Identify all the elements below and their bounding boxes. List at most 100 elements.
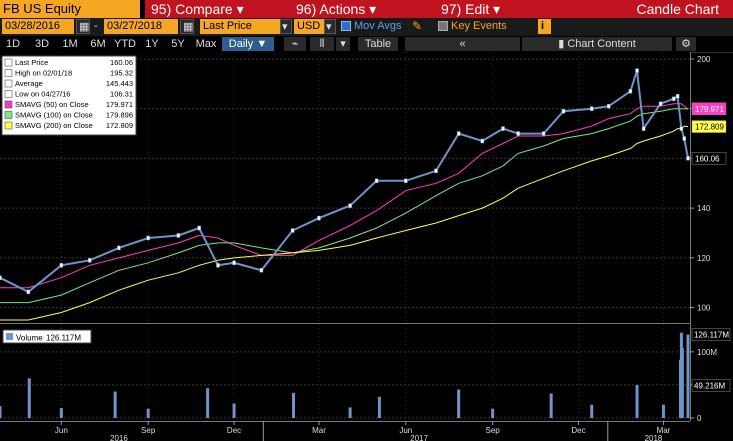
x-axis-ticks: Jun Sep Dec Mar Jun Sep Dec Mar 2016 2017 2018 [55,421,671,441]
legend-swatch [4,69,13,77]
legend-label: Last Price [15,58,48,67]
field-select[interactable]: Last Price [200,19,280,34]
price-tag-label: 160.06 [695,154,720,163]
volume-bar [146,408,150,418]
volume-bar [457,389,461,418]
mov-avgs-checkbox[interactable] [341,21,351,31]
x-tick-label: Mar [312,426,326,435]
end-date-field[interactable]: 03/27/2018 [104,19,178,34]
volume-tag [691,328,731,341]
start-date-field[interactable]: 03/28/2016 [2,19,74,34]
frequency-label: Daily [228,38,254,50]
period-button-ytd[interactable]: YTD [114,38,136,50]
price-point [290,228,295,233]
edit-dropdown-icon: ▾ [493,1,501,17]
price-point [404,178,408,184]
period-button-1m[interactable]: 1M [62,38,78,50]
volume-legend-swatch [6,333,13,340]
price-point [541,131,546,136]
price-point [561,108,566,114]
legend-swatch [4,121,13,130]
x-tick-label: Jun [399,426,412,435]
collapse-chevron-icon[interactable]: « [405,37,520,51]
chart-type-label: Candle Chart [596,0,733,18]
info-icon[interactable]: i [538,19,551,34]
period-button-1d[interactable]: 1D [5,38,21,50]
moving-average-lines [0,103,689,321]
legend-swatch [4,90,13,98]
volume-panel [0,325,690,421]
price-point [672,96,676,101]
y-tick-label: 100 [697,304,711,313]
currency-dropdown-icon[interactable]: ▾ [324,19,336,34]
x-tick-label: Dec [227,426,241,435]
period-button-3d[interactable]: 3D [34,38,50,50]
price-point [348,203,352,208]
bar-chart-icon: ▮ [558,38,565,50]
line-chart-icon[interactable]: ⌁ [284,37,306,51]
chart-content-button[interactable]: ▮ Chart Content [522,37,672,51]
top-menu-bar: FB US Equity 95) Compare ▾ 96) Actions ▾… [0,0,733,18]
price-point [232,260,236,266]
period-button-6m[interactable]: 6M [90,38,106,50]
volume-y-tick-label: 0 [697,414,702,423]
price-tag [691,102,727,116]
frequency-dropdown-icon: ▼ [256,38,268,50]
legend-value: 195.32 [110,69,133,78]
period-button-1y[interactable]: 1Y [145,38,159,50]
legend-swatch [4,100,13,109]
volume-bar [377,396,381,418]
legend-label: High on 02/01/18 [15,69,72,78]
price-point [456,131,461,136]
volume-bar [680,347,684,418]
key-events-checkbox[interactable] [438,21,448,31]
volume-bar [113,391,117,418]
x-tick-label: Mar [657,426,671,435]
y-tick-label: 120 [697,254,711,263]
price-tag-label: 172.809 [695,123,724,132]
edit-menu[interactable]: 97) Edit ▾ [435,0,596,18]
volume-legend-label: Volume [16,334,43,343]
price-tag [691,120,727,133]
price-line [0,70,689,294]
price-point [501,126,505,131]
actions-menu[interactable]: 96) Actions ▾ [290,0,435,18]
volume-bar [348,407,352,418]
volume-tag [691,379,731,392]
ticker-field[interactable]: FB US Equity [0,0,140,18]
price-series [0,68,690,295]
field-dropdown-icon[interactable]: ▾ [280,19,292,34]
calendar-icon[interactable]: ▦ [180,19,194,34]
actions-label: 96) Actions [296,1,366,17]
legend-value: 179.896 [106,111,133,120]
price-point [176,233,181,238]
calendar-icon[interactable]: ▦ [76,19,90,34]
compare-menu[interactable]: 95) Compare ▾ [145,0,290,18]
x-tick-label: Dec [571,426,585,435]
currency-select[interactable]: USD [294,19,324,34]
frequency-select[interactable]: Daily ▼ [222,37,274,51]
legend: Last Price 160.06 High on 02/01/18 195.32 Av… [4,58,133,130]
period-button-5y[interactable]: 5Y [171,38,185,50]
price-point [480,138,485,144]
price-point [589,106,594,111]
legend-value: 160.06 [110,58,133,67]
period-button-max[interactable]: Max [195,38,217,50]
price-point [87,258,92,263]
settings-gear-icon[interactable]: ⚙ [676,37,696,51]
date-separator: - [94,20,98,32]
legend-label: Low on 04/27/16 [15,90,70,99]
volume-bar [635,384,639,418]
pencil-icon[interactable]: ✎ [412,19,423,33]
price-point [686,156,690,161]
price-point [374,178,379,184]
chart-style-dropdown-icon[interactable]: ▾ [336,37,350,51]
compare-dropdown-icon: ▾ [236,1,244,17]
x-tick-label: Jun [55,426,68,435]
candle-chart-icon[interactable]: ⫴ [310,37,334,51]
volume-bar [661,404,665,418]
legend-swatch [4,58,13,67]
volume-bar [206,388,210,418]
price-point [679,126,684,131]
table-button[interactable]: Table [358,37,398,51]
